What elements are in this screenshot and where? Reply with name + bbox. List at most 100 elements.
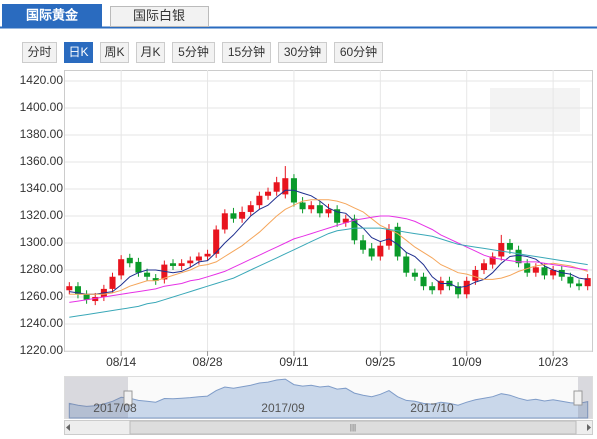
tab-active[interactable] [2,4,102,28]
candle-body [325,209,332,214]
candle-body [135,261,142,273]
y-tick-label: 1400.00 [20,100,64,114]
candle-body [118,259,125,276]
navigator-label: 2017/10 [410,401,454,415]
candle-body [498,243,505,257]
period-label[interactable]: 60分钟 [340,44,377,59]
candle-body [66,286,73,291]
candle-body [541,267,548,276]
watermark [490,88,580,132]
period-button[interactable] [64,42,93,63]
tab[interactable] [110,6,209,27]
period-label[interactable]: 5分钟 [178,44,209,59]
tab-label[interactable]: 国际白银 [133,8,185,23]
candle-body [342,218,349,223]
candle-body [524,263,531,273]
candle-body [204,253,211,257]
candle-body [550,270,557,276]
period-label[interactable]: 15分钟 [228,44,265,59]
ma-line [69,227,588,318]
candle-body [463,280,470,295]
period-button[interactable] [172,42,215,63]
candle-body [351,218,358,241]
period-button[interactable] [22,42,57,63]
candle-body [178,263,185,266]
y-tick-label: 1380.00 [20,127,64,141]
candle-body [403,256,410,273]
period-button[interactable] [100,42,129,63]
candle-body [256,195,263,206]
candle-body [213,229,220,254]
candle-body [377,245,384,257]
scroll-grip: ||| [350,423,356,432]
navigator-label: 2017/08 [93,401,137,415]
candle-body [360,240,367,250]
candle-body [394,226,401,257]
candle-body [472,270,479,281]
candle-body [74,286,81,295]
candle-body [265,191,272,196]
period-label[interactable]: 日K [68,45,88,59]
period-label[interactable]: 30分钟 [284,44,321,59]
candle-body [480,263,488,270]
navigator-mask [65,377,128,418]
candle-body [282,178,289,195]
candle-body [584,278,591,287]
scroll-thumb[interactable] [129,420,577,435]
candle-body [83,294,90,300]
period-label[interactable]: 月K [140,45,160,59]
y-tick-label: 1300.00 [20,235,64,249]
candle-body [316,205,323,214]
candle-body [515,249,522,264]
navigator-mask [578,377,592,418]
period-button[interactable] [136,42,165,63]
candle-body [576,283,583,287]
y-tick-label: 1420.00 [20,73,64,87]
candle-body [230,213,237,219]
x-tick-label: 08/28 [193,355,223,369]
x-tick-label: 09/11 [279,355,308,369]
period-label[interactable]: 周K [104,45,124,59]
candle-body [92,297,99,302]
candle-body [437,280,444,291]
x-tick-label: 08/14 [106,355,136,369]
candle-body [368,248,375,257]
x-tick-label: 10/23 [538,355,568,369]
y-tick-label: 1360.00 [20,154,64,168]
candle-body [567,276,574,284]
candle-body [532,267,539,273]
candle-body [144,272,151,277]
candle-body [161,264,168,280]
y-tick-label: 1220.00 [20,343,64,357]
candle-body [221,213,228,230]
candle-body [152,278,159,281]
period-button[interactable] [334,42,383,63]
candle-body [126,257,133,264]
candle-body [558,270,565,277]
navigator-handle[interactable] [123,390,133,406]
candle-body [109,276,116,289]
candle-body [247,205,254,212]
candle-body [195,256,202,261]
period-label[interactable]: 分时 [27,45,51,59]
y-tick-label: 1260.00 [20,289,64,303]
tab-label[interactable]: 国际黄金 [26,7,79,22]
y-tick-label: 1280.00 [20,262,64,276]
navigator-handle[interactable] [573,390,583,406]
navigator-label: 2017/09 [261,401,305,415]
period-button[interactable] [222,42,271,63]
period-button[interactable] [278,42,327,63]
candle-body [506,243,513,250]
candle-body [411,272,418,277]
navigator-area [68,378,589,419]
candle-body [385,229,392,246]
candle-body [308,205,315,210]
candle-body [273,182,280,192]
x-tick-label: 09/25 [365,355,395,369]
candle-body [489,256,496,265]
y-tick-label: 1340.00 [20,181,64,195]
candle-body [299,202,306,210]
candle-body [429,286,436,291]
ma-line [69,189,588,295]
